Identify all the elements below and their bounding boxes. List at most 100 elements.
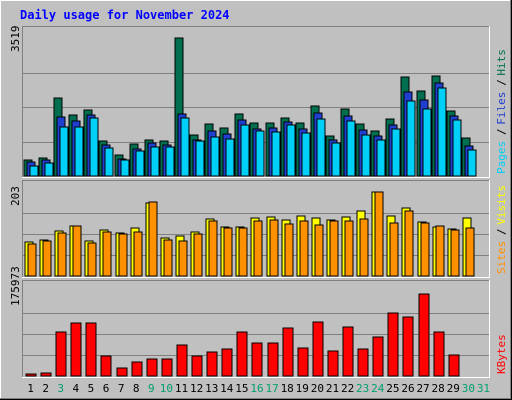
- legend-visits: Sites / Visits: [495, 185, 508, 274]
- legend-entry-files: Files: [495, 92, 508, 125]
- x-tick-label-day-2: 2: [42, 382, 49, 395]
- x-tick-label-day-17: 17: [265, 382, 278, 395]
- bar-kbytes-day-4: [70, 322, 82, 377]
- bar-pages-day-17: [271, 131, 281, 177]
- bar-pages-day-24: [376, 139, 386, 177]
- bar-kbytes-day-17: [267, 342, 279, 377]
- bar-pages-day-22: [346, 120, 356, 177]
- bar-pages-day-23: [361, 134, 371, 177]
- bar-pages-day-8: [135, 150, 145, 177]
- series-sites: [27, 191, 475, 277]
- bar-pages-day-20: [316, 118, 326, 177]
- bar-sites-day-9: [148, 201, 158, 277]
- bar-sites-day-3: [57, 232, 67, 277]
- bar-sites-day-19: [299, 220, 309, 277]
- bar-pages-day-12: [195, 140, 205, 177]
- bar-pages-day-16: [255, 130, 265, 177]
- bar-kbytes-day-20: [312, 321, 324, 377]
- bar-pages-day-14: [225, 138, 235, 177]
- bar-sites-day-16: [253, 220, 263, 277]
- series-pages: [29, 87, 477, 177]
- x-tick-label-day-13: 13: [205, 382, 218, 395]
- bar-sites-day-25: [389, 222, 399, 277]
- bar-sites-day-22: [344, 220, 354, 277]
- x-tick-label-day-15: 15: [235, 382, 248, 395]
- x-tick-label-day-3: 3: [57, 382, 64, 395]
- x-tick-label-day-22: 22: [341, 382, 354, 395]
- x-tick-label-day-18: 18: [281, 382, 294, 395]
- bar-sites-day-11: [178, 240, 188, 277]
- legend-entry-visits: Visits: [495, 185, 508, 225]
- bar-kbytes-day-8: [131, 361, 143, 377]
- x-tick-label-day-4: 4: [73, 382, 80, 395]
- bar-kbytes-day-2: [40, 372, 52, 377]
- bar-sites-day-2: [42, 240, 52, 277]
- x-tick-label-day-30: 30: [462, 382, 475, 395]
- legend-entry-sites: Sites: [495, 241, 508, 274]
- x-tick-label-day-28: 28: [432, 382, 445, 395]
- bar-sites-day-27: [420, 222, 430, 277]
- x-tick-label-day-25: 25: [386, 382, 399, 395]
- bar-pages-day-27: [422, 108, 432, 177]
- x-tick-label-day-1: 1: [27, 382, 34, 395]
- bar-pages-day-13: [210, 136, 220, 177]
- legend-kbytes: KBytes: [495, 334, 508, 374]
- bar-kbytes-day-5: [85, 322, 97, 377]
- x-tick-label-day-27: 27: [416, 382, 429, 395]
- bar-kbytes-day-9: [146, 358, 158, 377]
- bar-kbytes-day-19: [297, 347, 309, 377]
- x-axis-labels: 1 2 3 4 5 6 7 8 9 10 11 12 13 14 15 16 17 18 19 20 21 22 23 24 2…: [27, 382, 490, 395]
- bar-kbytes-day-21: [327, 350, 339, 377]
- bar-kbytes-day-13: [206, 351, 218, 377]
- bar-pages-day-29: [452, 119, 462, 177]
- y-max-label-kbytes: 175973: [9, 266, 22, 306]
- x-tick-label-day-14: 14: [220, 382, 234, 395]
- bar-sites-day-15: [238, 227, 248, 277]
- x-tick-label-day-19: 19: [296, 382, 309, 395]
- bar-kbytes-day-11: [176, 344, 188, 377]
- legend-hits: Pages / Files / Hits: [495, 49, 508, 174]
- x-tick-label-day-29: 29: [447, 382, 460, 395]
- y-max-label-hits: 3519: [9, 26, 22, 53]
- bar-kbytes-day-3: [55, 331, 67, 377]
- bar-pages-day-11: [180, 117, 190, 177]
- bar-kbytes-day-14: [221, 348, 233, 377]
- bar-kbytes-day-28: [433, 331, 445, 377]
- chart-panels: 3519 Pages / Files / Hits 203 Sites / Visits 17597…: [9, 26, 508, 378]
- bar-pages-day-9: [150, 146, 160, 177]
- bar-sites-day-14: [223, 227, 233, 277]
- bar-kbytes-day-7: [116, 367, 128, 377]
- x-tick-label-day-7: 7: [118, 382, 125, 395]
- bar-sites-day-6: [102, 231, 112, 277]
- bar-pages-day-2: [44, 162, 54, 177]
- x-tick-label-day-24: 24: [371, 382, 385, 395]
- legend-entry-hits: Hits: [495, 49, 508, 76]
- x-tick-label-day-23: 23: [356, 382, 369, 395]
- x-tick-label-day-16: 16: [250, 382, 263, 395]
- bar-sites-day-8: [133, 231, 143, 277]
- bar-sites-day-18: [284, 223, 294, 277]
- bar-pages-day-3: [59, 126, 69, 177]
- bar-sites-day-26: [404, 210, 414, 277]
- bar-sites-day-4: [72, 225, 82, 277]
- bar-kbytes-day-24: [372, 336, 384, 377]
- bar-kbytes-day-10: [161, 358, 173, 377]
- legend-separator: /: [495, 79, 508, 86]
- bar-kbytes-day-27: [418, 293, 430, 377]
- bar-pages-day-1: [29, 165, 39, 177]
- bar-sites-day-1: [27, 243, 37, 277]
- bar-pages-day-4: [74, 126, 84, 177]
- bar-pages-day-5: [89, 117, 99, 177]
- bar-sites-day-20: [314, 224, 324, 277]
- bar-kbytes-day-6: [100, 355, 112, 377]
- bar-sites-day-7: [118, 233, 128, 277]
- legend-separator: /: [495, 128, 508, 135]
- x-tick-label-day-20: 20: [311, 382, 324, 395]
- series-kbytes: [25, 293, 460, 377]
- bar-pages-day-10: [165, 146, 175, 177]
- panel-visits: 203 Sites / Visits: [9, 180, 508, 278]
- bar-pages-day-18: [286, 124, 296, 177]
- bar-pages-day-28: [437, 87, 447, 177]
- bar-kbytes-day-22: [342, 326, 354, 377]
